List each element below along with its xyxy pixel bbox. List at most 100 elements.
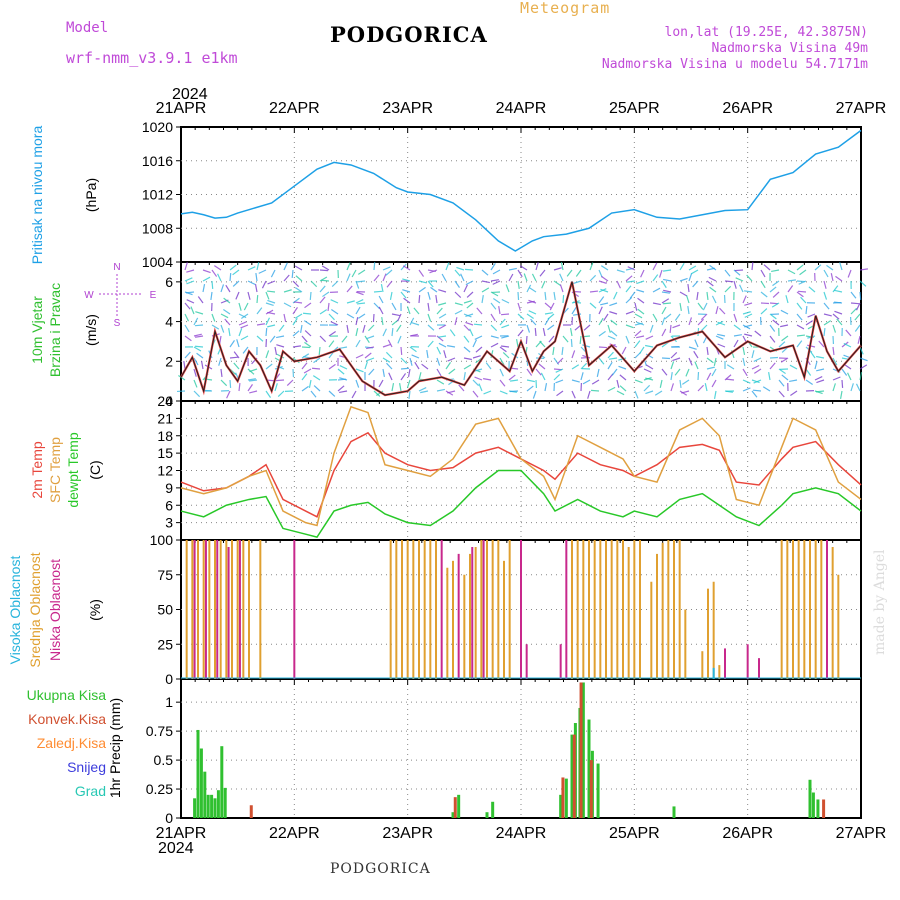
wind-arrow <box>256 323 265 326</box>
wind-arrow <box>789 379 798 382</box>
total-precip-bar <box>193 798 197 818</box>
wind-arrow <box>283 313 287 322</box>
direction-east: E <box>150 290 157 301</box>
wind-arrow <box>634 330 642 337</box>
wind-arrow <box>184 262 188 271</box>
wind-arrow <box>429 269 438 274</box>
wind-arrow <box>532 390 537 399</box>
wind-arrow <box>823 291 828 300</box>
wind-arrow <box>850 307 858 315</box>
wind-arrow <box>217 273 222 282</box>
wind-arrow <box>607 324 611 333</box>
wind-arrow <box>859 372 863 381</box>
wind-arrow <box>382 266 391 271</box>
wind-arrow <box>769 324 776 332</box>
wind-arrow <box>805 379 813 385</box>
wind-arrow <box>232 269 240 276</box>
precip-unit-label: 1hr Precip (mm) <box>107 698 123 798</box>
wind-arrow <box>447 345 456 348</box>
y-tick-label: 21 <box>157 410 173 426</box>
wind-arrow <box>243 302 249 311</box>
wind-arrow <box>436 346 442 355</box>
pressure-unit-label: (hPa) <box>83 178 99 212</box>
wind-arrow <box>639 346 645 355</box>
total-precip-bar <box>451 812 455 818</box>
wind-arrow <box>238 382 241 392</box>
wind-arrow <box>220 313 229 319</box>
wind-arrow <box>815 390 825 393</box>
wind-arrow <box>355 317 359 326</box>
wind-arrow <box>627 266 636 271</box>
wind-arrow <box>649 324 654 333</box>
wind-arrow <box>472 379 480 387</box>
pressure-label: Pritisak na nivou mora <box>29 126 45 265</box>
wind-arrow <box>501 298 510 304</box>
direction-south: S <box>114 318 121 329</box>
wind-arrow <box>753 368 762 374</box>
wind-arrow <box>652 262 658 271</box>
wind-arrow <box>834 289 843 293</box>
wind-arrow <box>195 335 204 338</box>
wind-arrow <box>256 335 264 342</box>
wind-arrow <box>823 313 832 317</box>
wind-arrow <box>382 368 385 377</box>
wind-arrow <box>319 269 329 272</box>
wind-arrow <box>548 335 555 343</box>
wind-arrow <box>688 357 693 366</box>
wind-arrow <box>464 268 474 271</box>
wind-arrow <box>619 374 627 381</box>
wind-arrow <box>744 324 753 328</box>
wind-arrow <box>258 269 267 274</box>
wind-arrow <box>760 291 768 298</box>
pressure-line <box>180 129 862 252</box>
wind-label-line2: Brzina i Pravac <box>47 283 63 377</box>
wind-arrow <box>816 379 825 384</box>
wind-arrow <box>818 340 825 348</box>
wind-arrow <box>364 361 369 370</box>
wind-arrow <box>751 364 760 370</box>
high-cloud-label: Visoka Oblacnost <box>7 556 23 665</box>
wind-arrow <box>355 379 360 388</box>
y-tick-label: 0 <box>165 810 173 826</box>
wind-arrow <box>582 379 591 385</box>
wind-arrow <box>396 324 402 333</box>
wind-arrow <box>850 302 860 305</box>
x-tick-label-bottom: 27APR <box>836 825 887 842</box>
wind-arrow <box>178 375 186 381</box>
wind-arrow <box>301 362 308 370</box>
wind-arrow <box>616 379 620 388</box>
wind-arrow <box>411 354 420 359</box>
wind-arrow <box>805 368 812 376</box>
wind-arrow <box>570 338 573 348</box>
low-cloud-label: Niska Oblacnost <box>47 559 63 661</box>
wind-arrow <box>445 390 454 396</box>
wind-arrow <box>672 357 681 362</box>
y-tick-label: 24 <box>157 393 173 409</box>
temp-unit-label: (C) <box>87 460 103 479</box>
y-tick-label: 9 <box>165 480 173 496</box>
wind-arrow <box>763 264 771 271</box>
wind-arrow <box>368 368 375 376</box>
wind-arrow <box>228 328 231 337</box>
wind-unit-label: (m/s) <box>83 314 99 346</box>
wind-arrow <box>286 379 294 387</box>
wind-arrow <box>796 291 804 298</box>
wind-arrow <box>790 390 798 397</box>
y-tick-label: 18 <box>157 428 173 444</box>
wind-arrow <box>224 318 231 326</box>
wind-arrow <box>688 317 693 326</box>
wind-arrow <box>294 287 303 293</box>
wind-arrow <box>760 280 766 289</box>
wind-arrow <box>233 351 240 359</box>
wind-arrow <box>562 335 569 343</box>
model-altitude-text: Nadmorska Visina u modelu 54.7171m <box>601 57 868 72</box>
wind-arrow <box>598 330 606 337</box>
wind-arrow <box>679 277 688 282</box>
wind-arrow <box>798 280 807 285</box>
wind-arrow <box>436 335 444 342</box>
wind-arrow <box>640 269 645 278</box>
wind-arrow <box>579 335 582 345</box>
y-tick-label: 12 <box>157 463 173 479</box>
wind-arrow <box>717 343 726 348</box>
wind-arrow <box>339 365 348 370</box>
